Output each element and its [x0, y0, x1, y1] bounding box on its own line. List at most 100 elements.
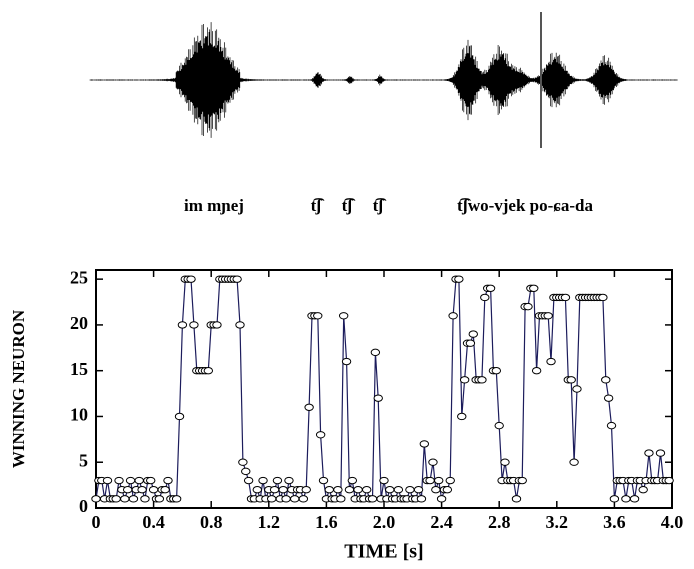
data-point — [91, 495, 101, 503]
x-tick-label: 0 — [92, 512, 101, 532]
y-tick-label: 15 — [70, 359, 88, 379]
data-point — [238, 458, 248, 466]
phonetic-label: t͡ʃwo-vjek po-ɕa-da — [457, 196, 593, 215]
x-tick-label: 1.2 — [258, 512, 281, 532]
phonetic-label: t͡ʃ — [373, 196, 387, 215]
data-point — [252, 485, 262, 494]
phonetic-label: im mɲej — [184, 196, 244, 215]
data-point — [477, 376, 487, 384]
x-tick-label: 0.8 — [200, 512, 223, 532]
x-tick-label: 2.0 — [373, 512, 396, 532]
data-point — [102, 476, 113, 485]
data-point — [454, 275, 464, 283]
y-tick-label: 25 — [70, 267, 88, 287]
data-point — [341, 357, 352, 366]
data-point — [434, 476, 444, 485]
data-point — [353, 485, 363, 494]
x-tick-label: 1.6 — [315, 512, 338, 532]
data-point — [313, 312, 323, 320]
data-point — [301, 485, 311, 494]
data-point — [480, 293, 490, 302]
plot-frame — [95, 269, 673, 509]
data-point — [232, 275, 242, 283]
data-point — [485, 284, 496, 293]
data-point — [212, 321, 222, 329]
data-point — [272, 476, 283, 485]
data-point — [336, 495, 346, 503]
data-point — [298, 495, 309, 503]
waveform — [89, 12, 678, 148]
y-tick-label: 20 — [70, 313, 88, 333]
data-point — [370, 348, 381, 357]
data-point — [569, 458, 579, 466]
x-tick-label: 4.0 — [661, 512, 684, 532]
y-axis-label: WINNING NEURON — [9, 309, 28, 468]
data-point — [174, 412, 185, 421]
phonetic-label: t͡ʃ — [311, 196, 325, 215]
data-point — [318, 476, 329, 485]
data-point — [425, 476, 435, 485]
data-point — [448, 312, 458, 320]
data-point — [572, 385, 582, 393]
data-point — [442, 485, 453, 494]
data-point — [638, 485, 648, 494]
data-point — [367, 495, 378, 503]
data-point — [171, 495, 182, 503]
data-point — [436, 495, 447, 503]
data-point — [664, 476, 674, 485]
data-point — [304, 403, 314, 412]
data-point — [269, 485, 280, 494]
data-point — [491, 366, 502, 375]
data-point — [344, 485, 355, 494]
data-point — [523, 302, 533, 311]
data-point — [362, 485, 372, 494]
data-point — [338, 312, 349, 320]
data-point — [459, 376, 470, 384]
data-point — [148, 485, 159, 494]
data-point — [601, 376, 611, 384]
data-point — [281, 495, 291, 503]
data-point — [494, 421, 504, 430]
data-point — [278, 485, 288, 494]
data-point — [373, 394, 383, 402]
data-point — [603, 394, 614, 402]
data-point — [146, 476, 156, 485]
data-point — [606, 421, 617, 430]
data-point — [134, 476, 144, 485]
data-point — [405, 485, 415, 494]
y-tick-label: 5 — [79, 450, 88, 470]
series-line — [95, 278, 670, 501]
data-point — [140, 495, 150, 503]
data-point — [546, 357, 556, 366]
data-point — [413, 485, 424, 494]
data-point — [160, 485, 170, 494]
data-point — [122, 485, 133, 494]
data-point — [655, 449, 666, 457]
data-point — [500, 458, 510, 466]
data-point — [241, 467, 251, 476]
data-point — [379, 476, 389, 485]
data-point — [419, 440, 430, 448]
data-point — [347, 476, 358, 485]
data-point — [154, 495, 165, 503]
data-point — [177, 321, 188, 329]
data-point — [189, 321, 199, 329]
data-point — [258, 476, 268, 485]
phonetic-label: t͡ʃ — [342, 196, 356, 215]
data-point — [186, 275, 196, 283]
data-point — [203, 366, 214, 375]
data-point — [609, 495, 620, 503]
data-point — [163, 476, 173, 485]
data-point — [468, 330, 478, 338]
data-point — [517, 476, 527, 485]
data-point — [315, 431, 326, 439]
data-point — [445, 476, 455, 485]
x-tick-label: 3.2 — [546, 512, 569, 532]
data-point — [137, 485, 147, 494]
data-point — [566, 376, 576, 384]
data-point — [644, 449, 654, 457]
data-point — [560, 293, 571, 302]
x-tick-label: 3.6 — [603, 512, 626, 532]
data-point — [511, 495, 522, 503]
